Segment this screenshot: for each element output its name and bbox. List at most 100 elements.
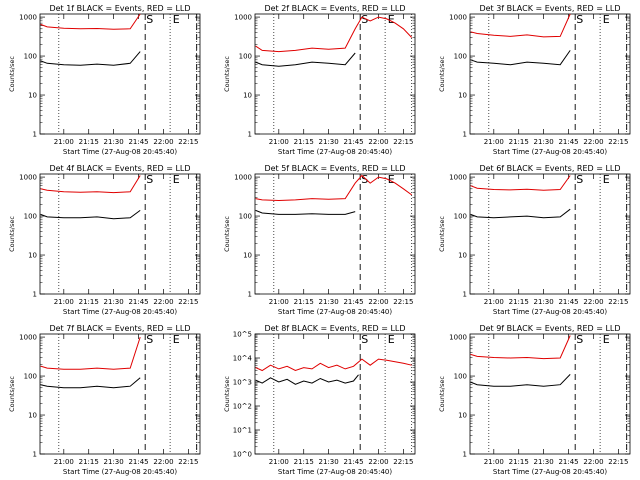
x-tick-label: 21:15 bbox=[509, 298, 529, 306]
y-tick-label: 1000 bbox=[449, 174, 467, 182]
x-tick-label: 21:30 bbox=[104, 458, 124, 466]
x-tick-label: 22:15 bbox=[393, 458, 413, 466]
x-tick-label: 21:00 bbox=[484, 298, 504, 306]
series-line-events bbox=[40, 51, 141, 66]
marker-s: S bbox=[576, 173, 583, 186]
x-tick-label: 21:30 bbox=[104, 138, 124, 146]
x-axis-label: Start Time (27-Aug-08 20:45:40) bbox=[493, 468, 607, 476]
x-axis-label: Start Time (27-Aug-08 20:45:40) bbox=[278, 468, 392, 476]
x-tick-label: 21:15 bbox=[79, 298, 99, 306]
series-line-events bbox=[470, 208, 571, 219]
series-line-events bbox=[40, 377, 141, 389]
x-axis-label: Start Time (27-Aug-08 20:45:40) bbox=[278, 148, 392, 156]
x-tick-label: 22:15 bbox=[178, 458, 198, 466]
y-tick-label: 10^1 bbox=[233, 427, 252, 435]
x-tick-label: 21:45 bbox=[558, 458, 578, 466]
series-line-lld bbox=[470, 175, 571, 191]
x-tick-label: 21:00 bbox=[54, 458, 74, 466]
x-tick-label: 22:00 bbox=[583, 458, 603, 466]
y-axis-label: Counts/sec bbox=[223, 56, 231, 92]
x-tick-label: 21:45 bbox=[128, 138, 148, 146]
x-tick-label: 22:00 bbox=[368, 138, 388, 146]
chart-title: Det 5f BLACK = Events, RED = LLD bbox=[264, 164, 405, 173]
plot-frame bbox=[254, 173, 416, 295]
y-tick-label: 100 bbox=[239, 53, 252, 61]
x-tick-label: 21:30 bbox=[319, 138, 339, 146]
y-axis-label: Counts/sec bbox=[223, 376, 231, 412]
marker-e: E bbox=[603, 333, 610, 346]
y-axis-label: Counts/sec bbox=[438, 376, 446, 412]
series-line-events bbox=[470, 50, 571, 66]
plot-frame bbox=[469, 333, 631, 455]
x-tick-label: 21:15 bbox=[294, 458, 314, 466]
x-tick-label: 21:15 bbox=[294, 138, 314, 146]
y-axis-label: Counts/sec bbox=[438, 216, 446, 252]
x-tick-label: 21:00 bbox=[484, 138, 504, 146]
y-tick-label: 100 bbox=[454, 53, 467, 61]
chart-title: Det 4f BLACK = Events, RED = LLD bbox=[49, 164, 190, 173]
marker-e: E bbox=[173, 333, 180, 346]
marker-e: E bbox=[603, 173, 610, 186]
x-axis-label: Start Time (27-Aug-08 20:45:40) bbox=[493, 148, 607, 156]
y-tick-label: 1 bbox=[463, 291, 467, 299]
x-tick-label: 21:30 bbox=[534, 458, 554, 466]
y-axis-label: Counts/sec bbox=[438, 56, 446, 92]
chart-title: Det 9f BLACK = Events, RED = LLD bbox=[479, 324, 620, 333]
y-tick-label: 1 bbox=[248, 291, 252, 299]
x-tick-label: 21:00 bbox=[54, 138, 74, 146]
panel-2: Det 2f BLACK = Events, RED = LLD Counts/s… bbox=[223, 4, 416, 156]
x-tick-label: 22:00 bbox=[153, 298, 173, 306]
y-tick-label: 10^2 bbox=[233, 403, 252, 411]
x-tick-label: 22:15 bbox=[393, 298, 413, 306]
y-axis-label: Counts/sec bbox=[8, 216, 16, 252]
y-tick-label: 100 bbox=[454, 373, 467, 381]
y-tick-label: 10 bbox=[28, 412, 37, 420]
y-tick-label: 1000 bbox=[234, 14, 252, 22]
x-tick-label: 21:45 bbox=[128, 298, 148, 306]
series-line-events bbox=[40, 209, 141, 220]
plot-frame bbox=[39, 333, 201, 455]
x-tick-label: 21:30 bbox=[534, 298, 554, 306]
series-line-events bbox=[470, 374, 571, 387]
y-tick-label: 1 bbox=[463, 131, 467, 139]
x-axis-label: Start Time (27-Aug-08 20:45:40) bbox=[63, 148, 177, 156]
x-tick-label: 21:30 bbox=[319, 458, 339, 466]
y-axis-label: Counts/sec bbox=[8, 376, 16, 412]
x-tick-label: 22:00 bbox=[153, 138, 173, 146]
y-tick-label: 10 bbox=[458, 412, 467, 420]
series-line-events bbox=[255, 209, 356, 215]
y-tick-label: 10^4 bbox=[233, 355, 253, 363]
series-line-lld bbox=[470, 13, 571, 38]
y-tick-label: 10 bbox=[243, 92, 252, 100]
y-tick-label: 1 bbox=[463, 451, 467, 459]
y-tick-label: 10^0 bbox=[233, 451, 252, 459]
x-tick-label: 22:00 bbox=[153, 458, 173, 466]
y-tick-label: 1 bbox=[33, 291, 37, 299]
x-axis-label: Start Time (27-Aug-08 20:45:40) bbox=[493, 308, 607, 316]
marker-s: S bbox=[146, 173, 153, 186]
y-tick-label: 10^5 bbox=[233, 331, 252, 339]
y-tick-label: 10 bbox=[28, 252, 37, 260]
x-tick-label: 22:00 bbox=[583, 298, 603, 306]
marker-s: S bbox=[146, 333, 153, 346]
x-tick-label: 21:45 bbox=[343, 138, 363, 146]
panel-1: Det 1f BLACK = Events, RED = LLD Counts/s… bbox=[8, 4, 201, 156]
x-tick-label: 21:00 bbox=[269, 138, 289, 146]
x-axis-label: Start Time (27-Aug-08 20:45:40) bbox=[278, 308, 392, 316]
panel-6: Det 6f BLACK = Events, RED = LLD Counts/s… bbox=[438, 164, 631, 316]
chart-title: Det 2f BLACK = Events, RED = LLD bbox=[264, 4, 405, 13]
chart-title: Det 3f BLACK = Events, RED = LLD bbox=[479, 4, 620, 13]
x-tick-label: 21:45 bbox=[128, 458, 148, 466]
y-tick-label: 1000 bbox=[19, 174, 37, 182]
x-tick-label: 21:00 bbox=[484, 458, 504, 466]
y-tick-label: 10 bbox=[458, 92, 467, 100]
plot-frame bbox=[39, 173, 201, 295]
y-axis-label: Counts/sec bbox=[223, 216, 231, 252]
x-tick-label: 21:15 bbox=[79, 458, 99, 466]
marker-e: E bbox=[603, 13, 610, 26]
y-tick-label: 10 bbox=[458, 252, 467, 260]
y-tick-label: 1000 bbox=[449, 14, 467, 22]
x-tick-label: 21:00 bbox=[54, 298, 74, 306]
plot-frame bbox=[39, 13, 201, 135]
